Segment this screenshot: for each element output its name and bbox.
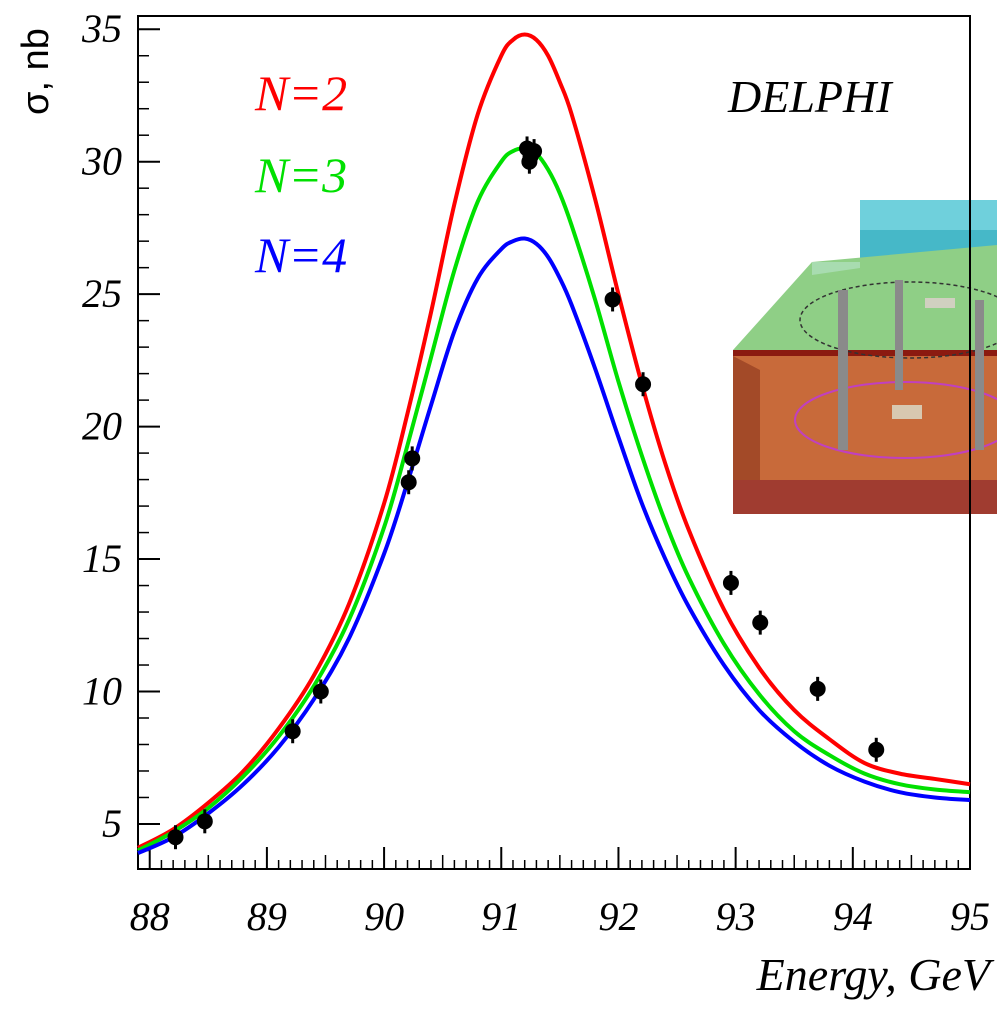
legend-entry-n3: N=3: [254, 147, 347, 203]
y-tick-label: 35: [81, 6, 122, 51]
y-tick-label: 15: [82, 536, 122, 581]
data-point: [635, 376, 651, 392]
data-point: [404, 450, 420, 466]
experiment-annotation: DELPHI: [727, 71, 894, 122]
x-tick-label: 95: [950, 894, 990, 939]
data-point: [313, 684, 329, 700]
data-point: [723, 575, 739, 591]
data-point: [285, 723, 301, 739]
data-point: [605, 291, 621, 307]
y-axis-title: σ, nb: [15, 28, 57, 115]
data-point: [526, 143, 542, 159]
x-tick-label: 88: [130, 894, 170, 939]
y-tick-label: 25: [82, 271, 122, 316]
x-tick-label: 89: [247, 894, 287, 939]
legend-entry-n2: N=2: [254, 65, 347, 121]
x-tick-label: 91: [481, 894, 521, 939]
y-tick-label: 10: [82, 669, 122, 714]
y-tick-label: 30: [81, 139, 122, 184]
legend-entry-n4: N=4: [254, 227, 347, 283]
x-tick-label: 93: [716, 894, 756, 939]
x-tick-label: 90: [364, 894, 404, 939]
lep-collider-inset-image: [733, 200, 997, 514]
y-tick-label: 20: [82, 404, 122, 449]
x-tick-label: 92: [598, 894, 638, 939]
y-tick-label: 5: [102, 801, 122, 846]
data-point: [752, 615, 768, 631]
data-point: [868, 742, 884, 758]
data-point: [810, 681, 826, 697]
data-point: [167, 829, 183, 845]
x-axis-title: Energy, GeV: [756, 949, 995, 1000]
x-tick-label: 94: [833, 894, 873, 939]
data-point: [401, 474, 417, 490]
data-point: [197, 813, 213, 829]
